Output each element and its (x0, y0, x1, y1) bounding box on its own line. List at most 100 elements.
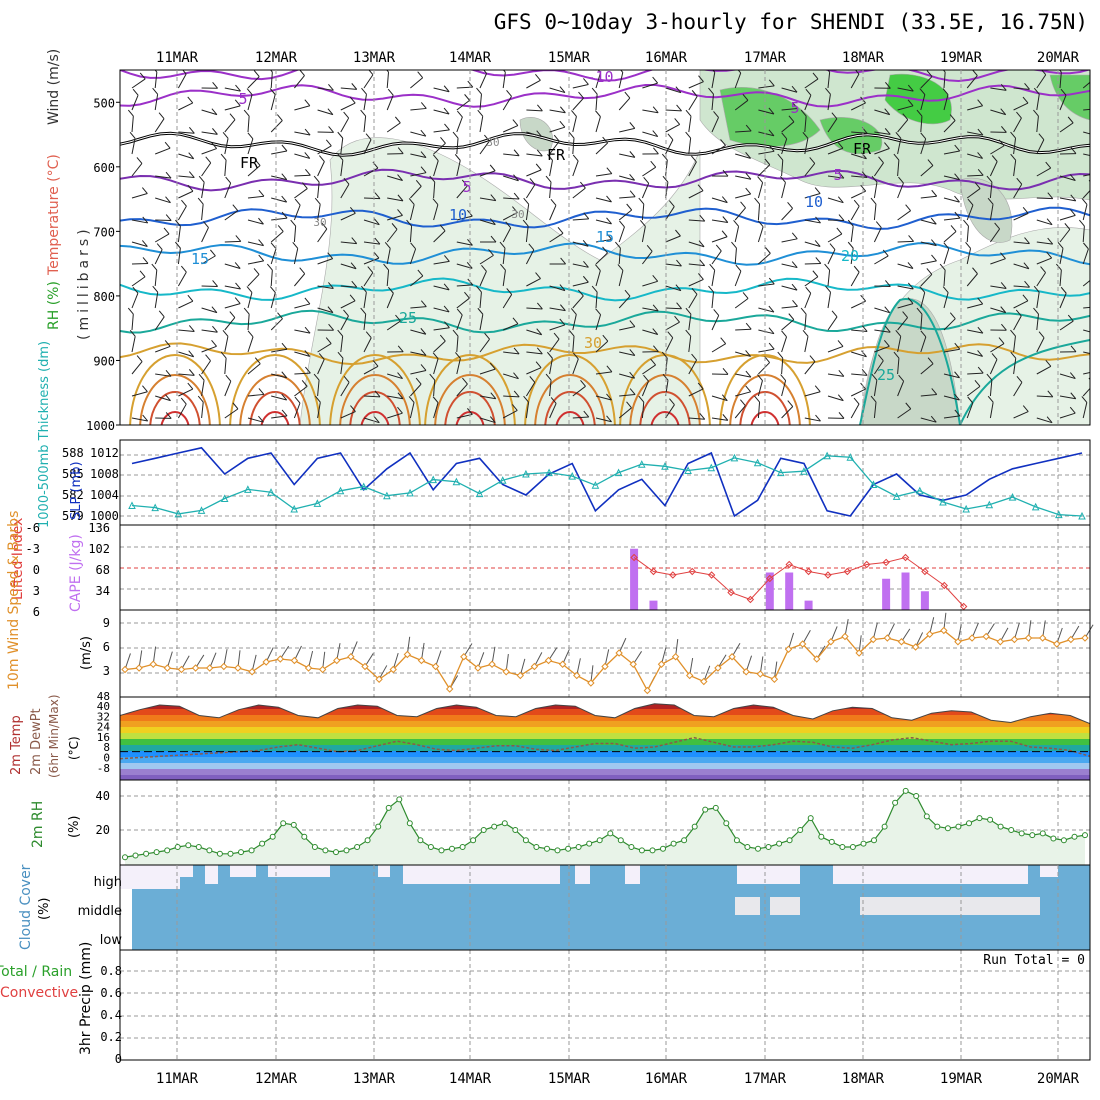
wind-barb (1036, 167, 1051, 177)
temp-tick-label: 32 (97, 710, 110, 723)
wind-barb (340, 285, 357, 288)
wind-barb-flag (861, 325, 868, 332)
wind-barb-flag (674, 315, 680, 323)
wind-barb (688, 190, 704, 199)
wind-barb-flag (444, 123, 450, 131)
wind-barb (758, 109, 775, 115)
wind-barb (270, 318, 283, 331)
thickness-tick-label: 579 (62, 509, 84, 523)
wind-barb (363, 74, 374, 89)
thickness-marker (359, 482, 368, 491)
wind-barb (967, 174, 984, 177)
cape-tick-label: 102 (88, 542, 110, 556)
wind-barb-flag (629, 151, 636, 158)
wind-barb (1059, 175, 1076, 181)
thickness-marker (846, 453, 855, 461)
wind-barb-flag (328, 83, 334, 91)
wind-barb-flag (675, 284, 682, 292)
wind-barb (758, 307, 775, 313)
wind-barb-flag (337, 131, 344, 139)
wind-barb (201, 162, 212, 177)
wind-barb (340, 263, 357, 270)
wind-barb-flag (559, 318, 566, 326)
wind-barb (642, 131, 658, 138)
rh-marker (206, 847, 213, 854)
wind-barb-flag (136, 157, 143, 164)
contour-label: 5 (238, 90, 247, 108)
rh-marker (997, 823, 1004, 830)
wind-barb-flag (294, 198, 301, 206)
wind-barb (966, 188, 981, 199)
wind-barb (502, 212, 518, 221)
temp-band (120, 715, 1090, 721)
wind-barb-flag (652, 328, 659, 335)
wind-barb-flag (871, 373, 878, 381)
wind-barb-flag (319, 155, 325, 162)
rh-marker (132, 852, 139, 859)
wind-barb (502, 96, 512, 111)
wind-barb-flag (254, 357, 261, 365)
wind-barb (943, 395, 960, 401)
wind-barb (990, 285, 1007, 289)
wind-barb-flag (211, 306, 218, 313)
rh-shading (299, 137, 701, 425)
rh-marker (470, 837, 477, 844)
wind-barb (549, 338, 560, 353)
wind-barb-flag (691, 90, 698, 97)
wind-barb (433, 160, 439, 177)
wind-barb-flag (197, 197, 204, 205)
wind-barb (920, 292, 926, 309)
temp-band (120, 775, 1090, 780)
wind-barb (247, 260, 264, 265)
wind-barb (340, 241, 357, 245)
wind-barb-flag (164, 141, 171, 149)
wind-barb (943, 231, 957, 243)
wind-barb (1036, 365, 1052, 375)
wind-barb-flag (1000, 83, 1007, 91)
wind-barb-flag (1070, 147, 1077, 154)
wind-barb (549, 205, 557, 221)
wind-barb-flag (977, 168, 984, 176)
rh-marker (248, 847, 255, 854)
wind10-marker (177, 665, 186, 674)
ylabel-rh2m: 2m RH (30, 801, 46, 848)
wind-barb (131, 314, 134, 331)
wind-barb (1036, 94, 1040, 111)
wind-barb-flag (182, 70, 187, 75)
wind-barb-flag (667, 331, 674, 338)
wind-barb (526, 79, 541, 89)
cloud-level-label: high (94, 875, 122, 890)
wind-barb-flag (559, 304, 566, 311)
wind-barb-flag (825, 87, 831, 95)
wind-barb-flag (281, 173, 288, 180)
wind-barb (317, 307, 334, 314)
wind-barb-flag (266, 263, 273, 271)
wind-barb-flag (837, 196, 844, 203)
wind-barb-flag (674, 118, 681, 125)
isotherm-line (120, 342, 1090, 366)
wind-barb-flag (165, 412, 172, 419)
wind10-marker (798, 640, 807, 648)
rh-marker (575, 844, 582, 850)
li-marker (766, 574, 774, 583)
wind-barb (1059, 270, 1062, 287)
wind-barb-flag (270, 242, 277, 250)
wind-barb-flag (1033, 109, 1039, 117)
wind-barb-flag (768, 277, 775, 285)
wind-barb-flag (720, 337, 727, 345)
wind-barb (665, 263, 682, 267)
wind-barb (711, 117, 719, 133)
temp-line (120, 703, 1090, 725)
wind-barb (177, 403, 187, 419)
wind-barb (665, 123, 680, 133)
wind-barb-flag (838, 369, 845, 377)
rh-marker (923, 813, 930, 820)
wind-barb (363, 337, 372, 353)
wind-barb (920, 260, 937, 265)
wind-barb-flag (432, 154, 439, 162)
wind-barb-flag (691, 287, 698, 295)
wind-barb (920, 274, 933, 287)
thickness-marker (475, 489, 484, 498)
wind-barb-flag (939, 263, 946, 271)
thickness-marker (267, 488, 275, 496)
